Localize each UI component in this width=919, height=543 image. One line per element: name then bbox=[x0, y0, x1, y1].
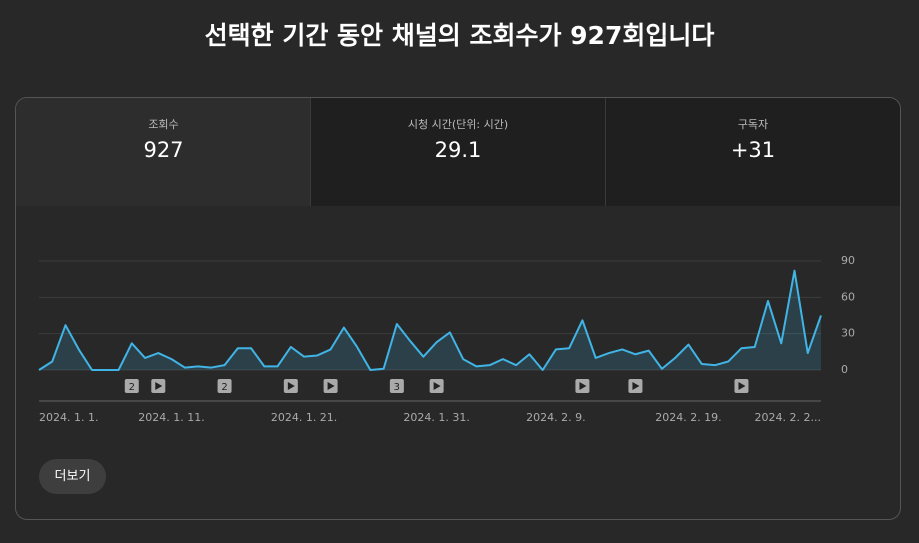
video-marker[interactable] bbox=[575, 379, 590, 393]
video-marker[interactable]: 3 bbox=[389, 379, 404, 393]
more-button[interactable]: 더보기 bbox=[39, 459, 106, 494]
video-marker[interactable] bbox=[429, 379, 444, 393]
marker-box bbox=[217, 379, 232, 393]
play-icon bbox=[579, 382, 587, 390]
x-tick-label: 2024. 1. 31. bbox=[403, 411, 469, 424]
marker-box bbox=[124, 379, 139, 393]
play-icon bbox=[327, 382, 335, 390]
metric-value: 927 bbox=[143, 138, 184, 162]
play-icon bbox=[155, 382, 163, 390]
x-tick-label: 2024. 1. 21. bbox=[271, 411, 337, 424]
marker-label: 2 bbox=[221, 382, 227, 393]
marker-label: 2 bbox=[129, 382, 135, 393]
play-icon bbox=[433, 382, 441, 390]
area bbox=[39, 270, 821, 370]
play-icon bbox=[738, 382, 746, 390]
video-marker[interactable] bbox=[283, 379, 298, 393]
video-marker[interactable]: 2 bbox=[124, 379, 139, 393]
metric-label: 조회수 bbox=[148, 118, 179, 131]
x-tick-label: 2024. 2. 9. bbox=[526, 411, 585, 424]
x-tick-label: 2024. 2. 2... bbox=[755, 411, 821, 424]
metric-value: +31 bbox=[730, 138, 776, 162]
analytics-card: 조회수 927 시청 시간(단위: 시간) 29.1 구독자 +31 bbox=[15, 97, 901, 520]
y-tick-label: 0 bbox=[841, 363, 848, 376]
page-title: 선택한 기간 동안 채널의 조회수가 927회입니다 bbox=[204, 21, 715, 50]
video-marker[interactable] bbox=[734, 379, 749, 393]
video-marker[interactable] bbox=[151, 379, 166, 393]
video-marker[interactable]: 2 bbox=[217, 379, 232, 393]
play-icon bbox=[632, 382, 640, 390]
x-tick-label: 2024. 1. 11. bbox=[138, 411, 204, 424]
metric-value: 29.1 bbox=[434, 138, 482, 162]
x-tick-label: 2024. 2. 19. bbox=[655, 411, 721, 424]
y-tick-label: 60 bbox=[841, 290, 855, 303]
video-marker[interactable] bbox=[628, 379, 643, 393]
line bbox=[38, 269, 822, 371]
video-marker[interactable] bbox=[323, 379, 338, 393]
marker-label: 3 bbox=[394, 382, 400, 393]
marker-box bbox=[389, 379, 404, 393]
metric-tab[interactable]: 시청 시간(단위: 시간) 29.1 bbox=[310, 98, 605, 206]
metric-tab[interactable]: 조회수 927 bbox=[16, 98, 311, 206]
metric-label: 구독자 bbox=[737, 118, 769, 131]
metric-label: 시청 시간(단위: 시간) bbox=[407, 118, 509, 131]
metric-tab[interactable]: 구독자 +31 bbox=[605, 98, 900, 206]
play-icon bbox=[287, 382, 295, 390]
y-tick-label: 90 bbox=[841, 254, 855, 267]
y-tick-label: 30 bbox=[841, 327, 855, 340]
x-tick-label: 2024. 1. 1. bbox=[39, 411, 98, 424]
